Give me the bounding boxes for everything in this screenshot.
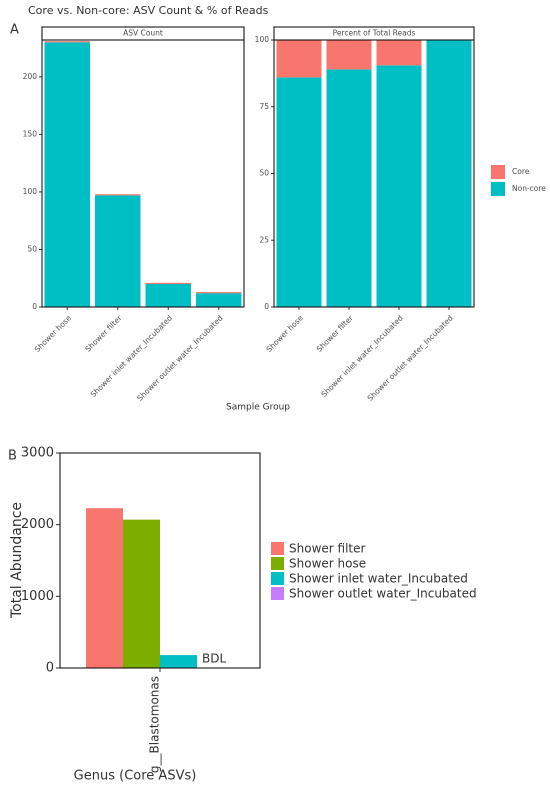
legend-label: Core [512, 167, 530, 176]
chart-title: Core vs. Non-core: ASV Count & % of Read… [28, 4, 269, 17]
y-tick-label: 2000 [21, 517, 54, 532]
bar-segment [44, 42, 90, 307]
bar-segment [95, 194, 141, 196]
legend-swatch [271, 557, 284, 570]
x-tick-label: Shower inlet water_Incubated [319, 313, 405, 399]
bar-segment [196, 293, 242, 307]
x-tick-label: Shower inlet water_Incubated [89, 313, 175, 399]
x-tick-label: g__Blastomonas [148, 676, 162, 773]
y-tick-label: 25 [259, 235, 269, 244]
y-tick-label: 0 [264, 302, 269, 311]
bar-segment [426, 40, 472, 307]
legend-label: Shower inlet water_Incubated [289, 572, 468, 586]
bar [86, 508, 123, 668]
bar [123, 519, 160, 668]
panel-label: B [8, 449, 17, 464]
bar-segment [145, 283, 191, 307]
bar-segment [44, 41, 90, 43]
y-tick-label: 200 [23, 72, 38, 81]
bar-segment [276, 77, 322, 307]
x-tick-label: Shower outlet water_Incubated [135, 313, 224, 402]
x-tick-label: Shower hose [264, 313, 305, 354]
legend-swatch [491, 165, 505, 179]
legend-swatch [271, 587, 284, 600]
y-tick-label: 75 [259, 102, 269, 111]
legend-label: Non-core [512, 184, 546, 193]
x-axis-title: Sample Group [226, 403, 290, 413]
y-tick-label: 0 [32, 302, 37, 311]
legend-label: Shower outlet water_Incubated [289, 587, 477, 601]
y-axis-title: Total Abundance [9, 502, 25, 619]
y-tick-label: 3000 [21, 446, 54, 461]
legend-swatch [491, 182, 505, 196]
bar-segment [276, 40, 322, 78]
y-tick-label: 50 [27, 244, 37, 253]
plot-frame [41, 39, 245, 308]
bar-segment [376, 65, 422, 308]
y-tick-label: 0 [46, 661, 54, 676]
y-tick-label: 50 [259, 169, 269, 178]
bar-segment [326, 69, 372, 308]
panel-label: A [10, 23, 19, 38]
value-label: BDL [202, 652, 226, 666]
facet-title: Percent of Total Reads [333, 29, 416, 38]
legend-swatch [271, 542, 284, 555]
y-tick-label: 150 [23, 129, 38, 138]
bar-segment [196, 292, 242, 294]
y-tick-label: 100 [23, 187, 38, 196]
bar-segment [376, 40, 422, 66]
bar-segment [145, 282, 191, 284]
x-axis-title: Genus (Core ASVs) [74, 769, 197, 784]
legend-label: Shower hose [289, 557, 366, 571]
plot-frame [273, 39, 475, 308]
bar-segment [95, 195, 141, 307]
bar-segment [326, 40, 372, 70]
x-tick-label: Shower filter [83, 313, 124, 354]
x-tick-label: Shower outlet water_Incubated [366, 313, 455, 402]
bar [160, 655, 197, 668]
facet-title: ASV Count [123, 29, 163, 38]
x-tick-label: Shower hose [33, 313, 74, 354]
plot-frame [59, 452, 261, 669]
y-tick-label: 1000 [21, 589, 54, 604]
x-tick-label: Shower filter [315, 313, 356, 354]
legend-swatch [271, 572, 284, 585]
y-tick-label: 100 [255, 35, 270, 44]
legend-label: Shower filter [289, 542, 365, 556]
